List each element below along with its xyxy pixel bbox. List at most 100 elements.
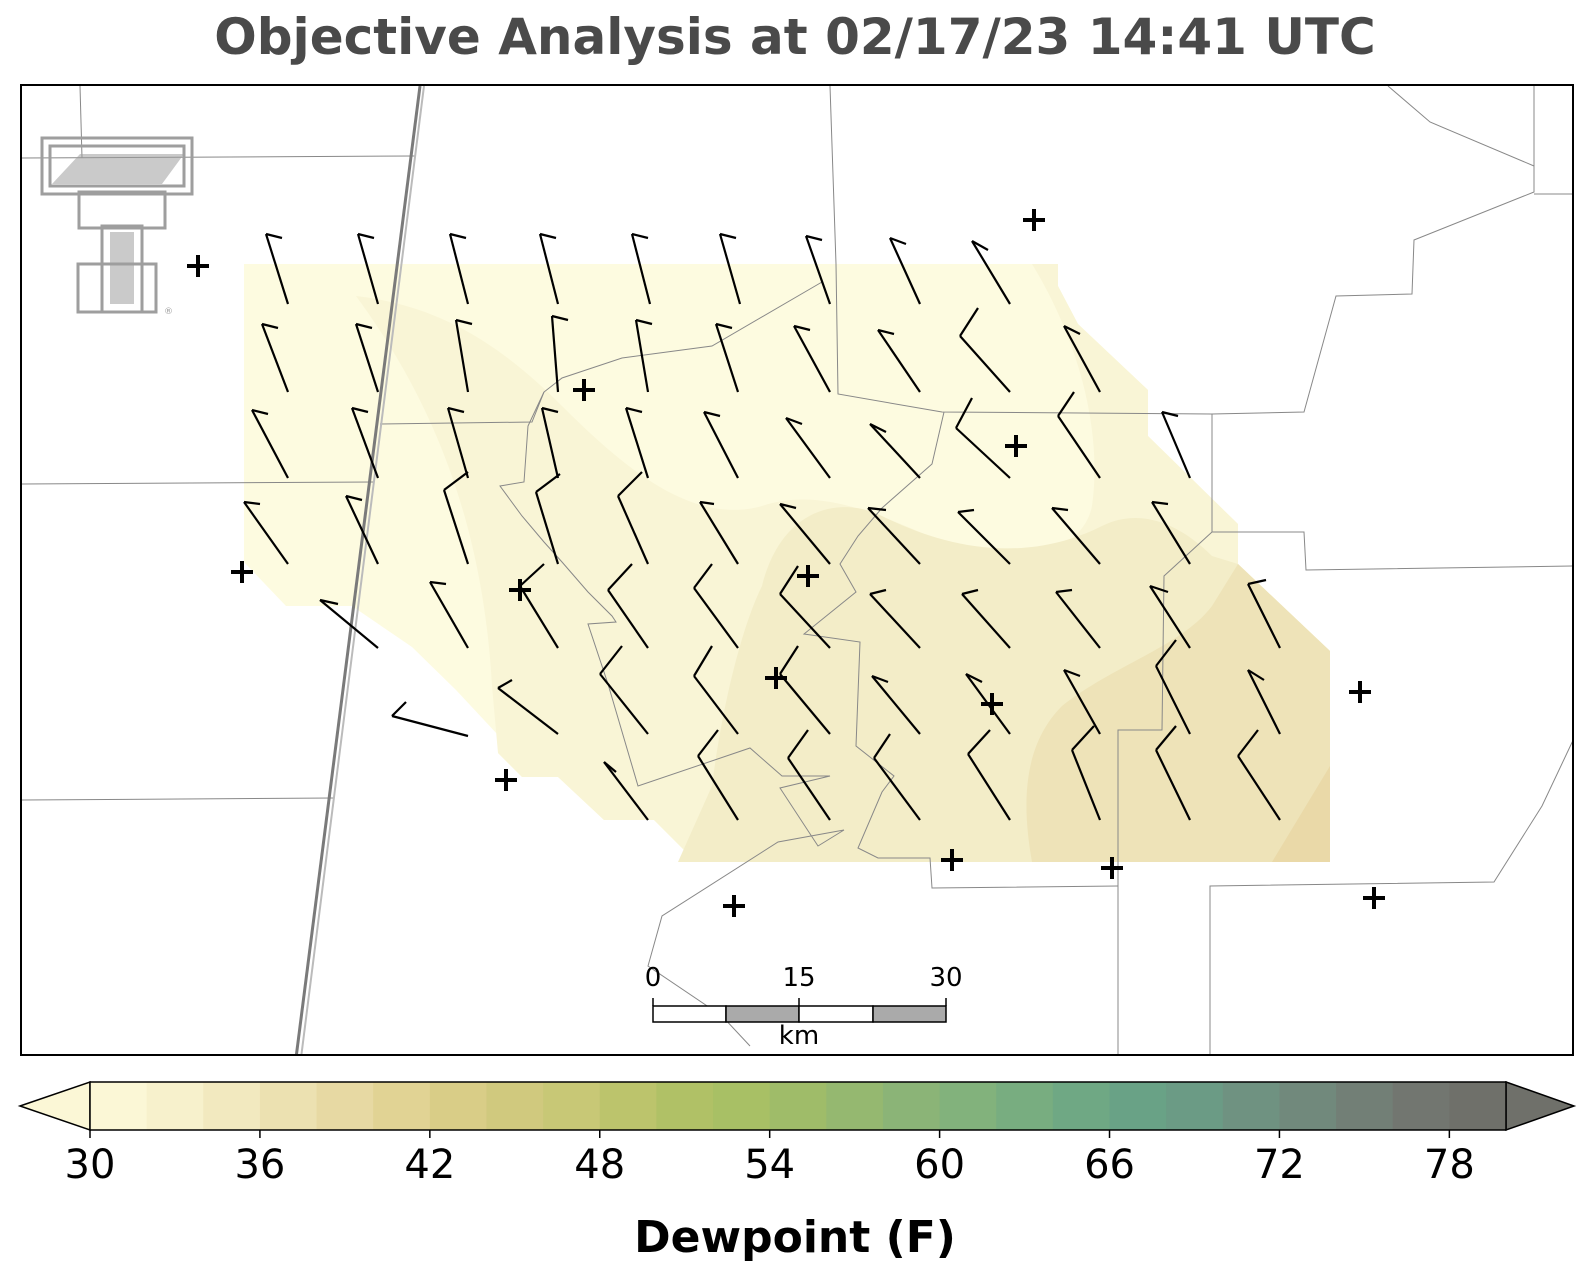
barb-flag-7: [889, 236, 907, 246]
barb-staff-28: [1057, 415, 1101, 479]
colorbar-swatch-18: [1109, 1082, 1167, 1130]
wind-barb: [699, 500, 739, 565]
barb-staff-33: [534, 491, 560, 565]
highway-line: [294, 86, 425, 1054]
wind-barb: [1151, 500, 1191, 565]
colorbar-swatch-0: [90, 1082, 148, 1130]
barb-staff-43: [519, 585, 559, 649]
barb-staff-50: [1149, 585, 1191, 649]
barb-staff-18: [1063, 325, 1101, 393]
texas-tech-logo: ®: [40, 136, 194, 317]
wind-barb: [793, 324, 831, 393]
wind-barb: [599, 645, 649, 735]
barb-staff-36: [779, 503, 831, 565]
barb-staff-5: [718, 233, 742, 305]
wind-barb: [779, 565, 831, 649]
barb-staff-69: [1237, 755, 1281, 821]
barb-staff-47: [869, 593, 921, 649]
wind-barb: [779, 645, 831, 735]
colorbar-swatch-10: [656, 1082, 714, 1130]
barb-flag-59: [1063, 668, 1081, 678]
boundary-line-4: [829, 86, 1535, 415]
wind-barb: [391, 701, 469, 738]
colorbar-swatch-21: [1279, 1082, 1337, 1130]
boundary-line-10: [499, 391, 845, 847]
barb-flag-42: [429, 580, 447, 586]
barb-flag-43: [519, 563, 545, 587]
wind-barb: [603, 761, 649, 821]
station-marker: [1101, 857, 1123, 879]
wind-barb: [1247, 578, 1281, 649]
barb-staff-35: [699, 501, 739, 565]
station-marker: [495, 769, 517, 791]
colorbar-swatch-20: [1222, 1082, 1281, 1130]
station-marker: [1363, 887, 1385, 909]
barb-staff-39: [1051, 507, 1101, 565]
wind-barb: [319, 598, 379, 649]
colorbar-swatch-13: [826, 1082, 884, 1130]
map-canvas[interactable]: ®: [22, 86, 1574, 1056]
barb-flag-11: [455, 318, 473, 326]
colorbar-swatch-4: [316, 1082, 374, 1130]
colorbar-outline: [89, 1081, 1507, 1131]
barb-staff-37: [867, 507, 921, 565]
barb-flag-34: [617, 471, 643, 497]
station-marker: [797, 565, 819, 587]
barb-flag-17: [959, 307, 979, 337]
barb-staff-54: [599, 673, 649, 735]
wind-barbs: [243, 232, 1281, 821]
wind-barb: [429, 580, 469, 649]
barb-flag-6: [805, 234, 823, 242]
wind-barb: [1149, 584, 1191, 649]
colorbar-swatch-7: [486, 1082, 544, 1130]
logo-stem-shade: [110, 232, 134, 304]
barb-staff-2: [448, 233, 470, 305]
wind-barb: [624, 406, 650, 479]
map-panel[interactable]: ®: [20, 84, 1574, 1056]
barb-flag-3: [539, 232, 557, 240]
colorbar-tick-label: 66: [1084, 1142, 1135, 1188]
barb-staff-34: [616, 495, 650, 565]
wind-barb: [888, 236, 922, 305]
barb-flag-41: [319, 598, 339, 606]
colorbar-swatch-24: [1449, 1082, 1507, 1130]
barb-staff-0: [264, 233, 290, 305]
barb-staff-6: [804, 235, 832, 305]
wind-barb: [718, 232, 742, 305]
barb-staff-22: [540, 407, 560, 479]
barb-staff-15: [793, 325, 831, 393]
wind-barb: [354, 322, 380, 393]
barb-flag-15: [793, 324, 811, 332]
colorbar-tick-label: 78: [1424, 1142, 1475, 1188]
barb-flag-8: [971, 240, 989, 251]
barb-flag-2: [449, 232, 467, 240]
colorbar-swatch-8: [543, 1082, 601, 1130]
barb-staff-16: [877, 329, 921, 393]
colorbar-swatch-15: [939, 1082, 997, 1130]
wind-barb: [538, 232, 560, 305]
dewpoint-field: [244, 264, 1330, 862]
barb-flag-44: [607, 563, 633, 591]
barb-flag-38: [957, 508, 975, 514]
barb-staff-61: [1247, 669, 1281, 735]
barb-staff-12: [550, 315, 560, 393]
barb-flag-53: [497, 679, 513, 689]
barb-flag-23: [625, 406, 643, 414]
boundary-line-8: [379, 281, 823, 425]
barb-flag-49: [1055, 588, 1073, 594]
barb-flag-20: [351, 406, 369, 414]
barb-flag-4: [631, 232, 649, 240]
barb-flag-0: [265, 232, 283, 240]
barb-flag-39: [1051, 506, 1069, 512]
wind-barb: [534, 473, 561, 565]
station-marker: [509, 579, 531, 601]
barb-flag-48: [961, 588, 979, 596]
barb-flag-45: [693, 563, 713, 589]
barb-flag-9: [261, 322, 279, 330]
colorbar-swatch-16: [996, 1082, 1054, 1130]
wind-barb: [1155, 639, 1191, 735]
wind-barb: [869, 423, 921, 479]
barb-flag-60: [1155, 639, 1177, 667]
barb-staff-59: [1063, 669, 1101, 735]
field-region-38: [1272, 766, 1330, 862]
